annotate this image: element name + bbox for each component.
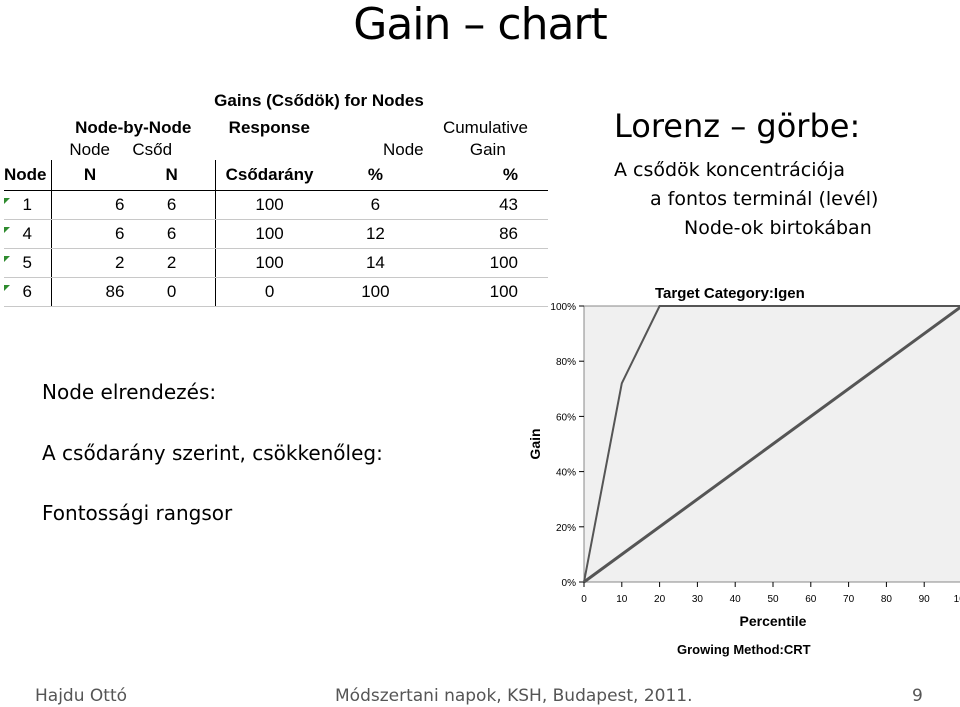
lorenz-line: A csődök koncentrációja	[614, 159, 846, 181]
footer-author: Hajdu Ottó	[35, 686, 128, 706]
note-sort-order: A csődarány szerint, csökkenőleg:	[42, 441, 383, 465]
gains-table: Gains (Csődök) for Nodes Node-by-Node Re…	[4, 86, 548, 316]
cell-cum-node: 6	[323, 190, 428, 220]
x-axis-label: Percentile	[740, 613, 807, 629]
table-row: 6 86 0 0 100 100	[4, 277, 548, 307]
header-node: Node	[4, 160, 52, 191]
table-row: 5 2 2 100 14 100	[4, 248, 548, 278]
cell-node: 5	[4, 248, 52, 278]
header-node-by-node: Node-by-Node	[75, 118, 192, 137]
header-sub-cum-node: Node	[383, 140, 424, 159]
page-number: 9	[912, 686, 923, 706]
cell-n: 86	[51, 277, 129, 307]
x-tick-label: 60	[805, 594, 817, 605]
header-sub-csod: Csőd	[132, 140, 173, 159]
cell-csod-n: 0	[128, 277, 216, 307]
note-node-arrangement: Node elrendezés:	[42, 380, 217, 404]
header-response: Response	[228, 118, 310, 137]
row-marker	[4, 285, 10, 291]
y-tick-label: 20%	[556, 523, 576, 534]
cell-rate: 0	[215, 277, 324, 307]
x-tick-label: 70	[843, 594, 855, 605]
lorenz-line: Node-ok birtokában	[684, 217, 872, 239]
baseline-line	[583, 305, 960, 584]
cell-rate: 100	[215, 190, 324, 220]
x-tick-label: 10	[616, 594, 628, 605]
note-importance: Fontossági rangsor	[42, 501, 233, 525]
cell-csod-n: 2	[128, 248, 216, 278]
header-sub-node: Node	[69, 140, 111, 159]
header-n: N	[51, 160, 129, 191]
header-pct: %	[427, 160, 548, 191]
lorenz-line: a fontos terminál (levél)	[650, 188, 879, 210]
cell-cum-node: 14	[323, 248, 428, 278]
cell-n: 2	[51, 248, 129, 278]
y-tick-label: 80%	[556, 357, 576, 368]
header-cumulative: Cumulative	[442, 118, 528, 137]
chart-title: Target Category:Igen	[655, 285, 805, 302]
table-row: 1 6 6 100 6 43	[4, 190, 548, 220]
table-row: 4 6 6 100 12 86	[4, 219, 548, 249]
header-rate: Csődarány	[215, 160, 324, 191]
gain-chart: Target Category:Igen 0% 20% 40% 60% 80% 100% 0 1…	[527, 285, 960, 657]
footer-event: Módszertani napok, KSH, Budapest, 2011.	[335, 686, 693, 706]
cell-node: 6	[4, 277, 52, 307]
x-tick-label: 100	[954, 594, 960, 605]
slide-title: Gain – chart	[353, 0, 608, 50]
cell-cum-gain: 86	[427, 219, 548, 249]
cell-node: 4	[4, 219, 52, 249]
cell-n: 6	[51, 190, 129, 220]
x-tick-label: 90	[919, 594, 931, 605]
row-marker	[4, 256, 10, 262]
cell-cum-node: 100	[323, 277, 428, 307]
header-n: N	[128, 160, 216, 191]
cell-csod-n: 6	[128, 219, 216, 249]
row-marker	[4, 227, 10, 233]
chart-footnote: Growing Method:CRT	[677, 642, 811, 657]
y-tick-label: 60%	[556, 412, 576, 423]
lorenz-title: Lorenz – görbe:	[614, 107, 861, 145]
x-tick-label: 0	[581, 594, 587, 605]
header-sub-cum-gain: Gain	[469, 140, 506, 159]
y-tick-label: 40%	[556, 468, 576, 479]
cell-csod-n: 6	[128, 190, 216, 220]
x-tick-label: 50	[767, 594, 779, 605]
cell-cum-gain: 43	[427, 190, 548, 220]
x-tick-label: 30	[692, 594, 704, 605]
table-caption: Gains (Csődök) for Nodes	[214, 91, 424, 110]
x-tick-label: 80	[881, 594, 893, 605]
y-tick-label: 0%	[562, 578, 577, 589]
cell-rate: 100	[215, 219, 324, 249]
cell-node: 1	[4, 190, 52, 220]
cell-cum-gain: 100	[427, 277, 548, 307]
y-tick-label: 100%	[550, 302, 576, 313]
x-tick-label: 20	[654, 594, 666, 605]
gain-line	[583, 305, 960, 583]
cell-rate: 100	[215, 248, 324, 278]
cell-cum-node: 12	[323, 219, 428, 249]
cell-cum-gain: 100	[427, 248, 548, 278]
x-tick-label: 40	[730, 594, 742, 605]
row-marker	[4, 198, 10, 204]
header-pct: %	[323, 160, 428, 191]
y-axis-label: Gain	[527, 428, 543, 459]
cell-n: 6	[51, 219, 129, 249]
